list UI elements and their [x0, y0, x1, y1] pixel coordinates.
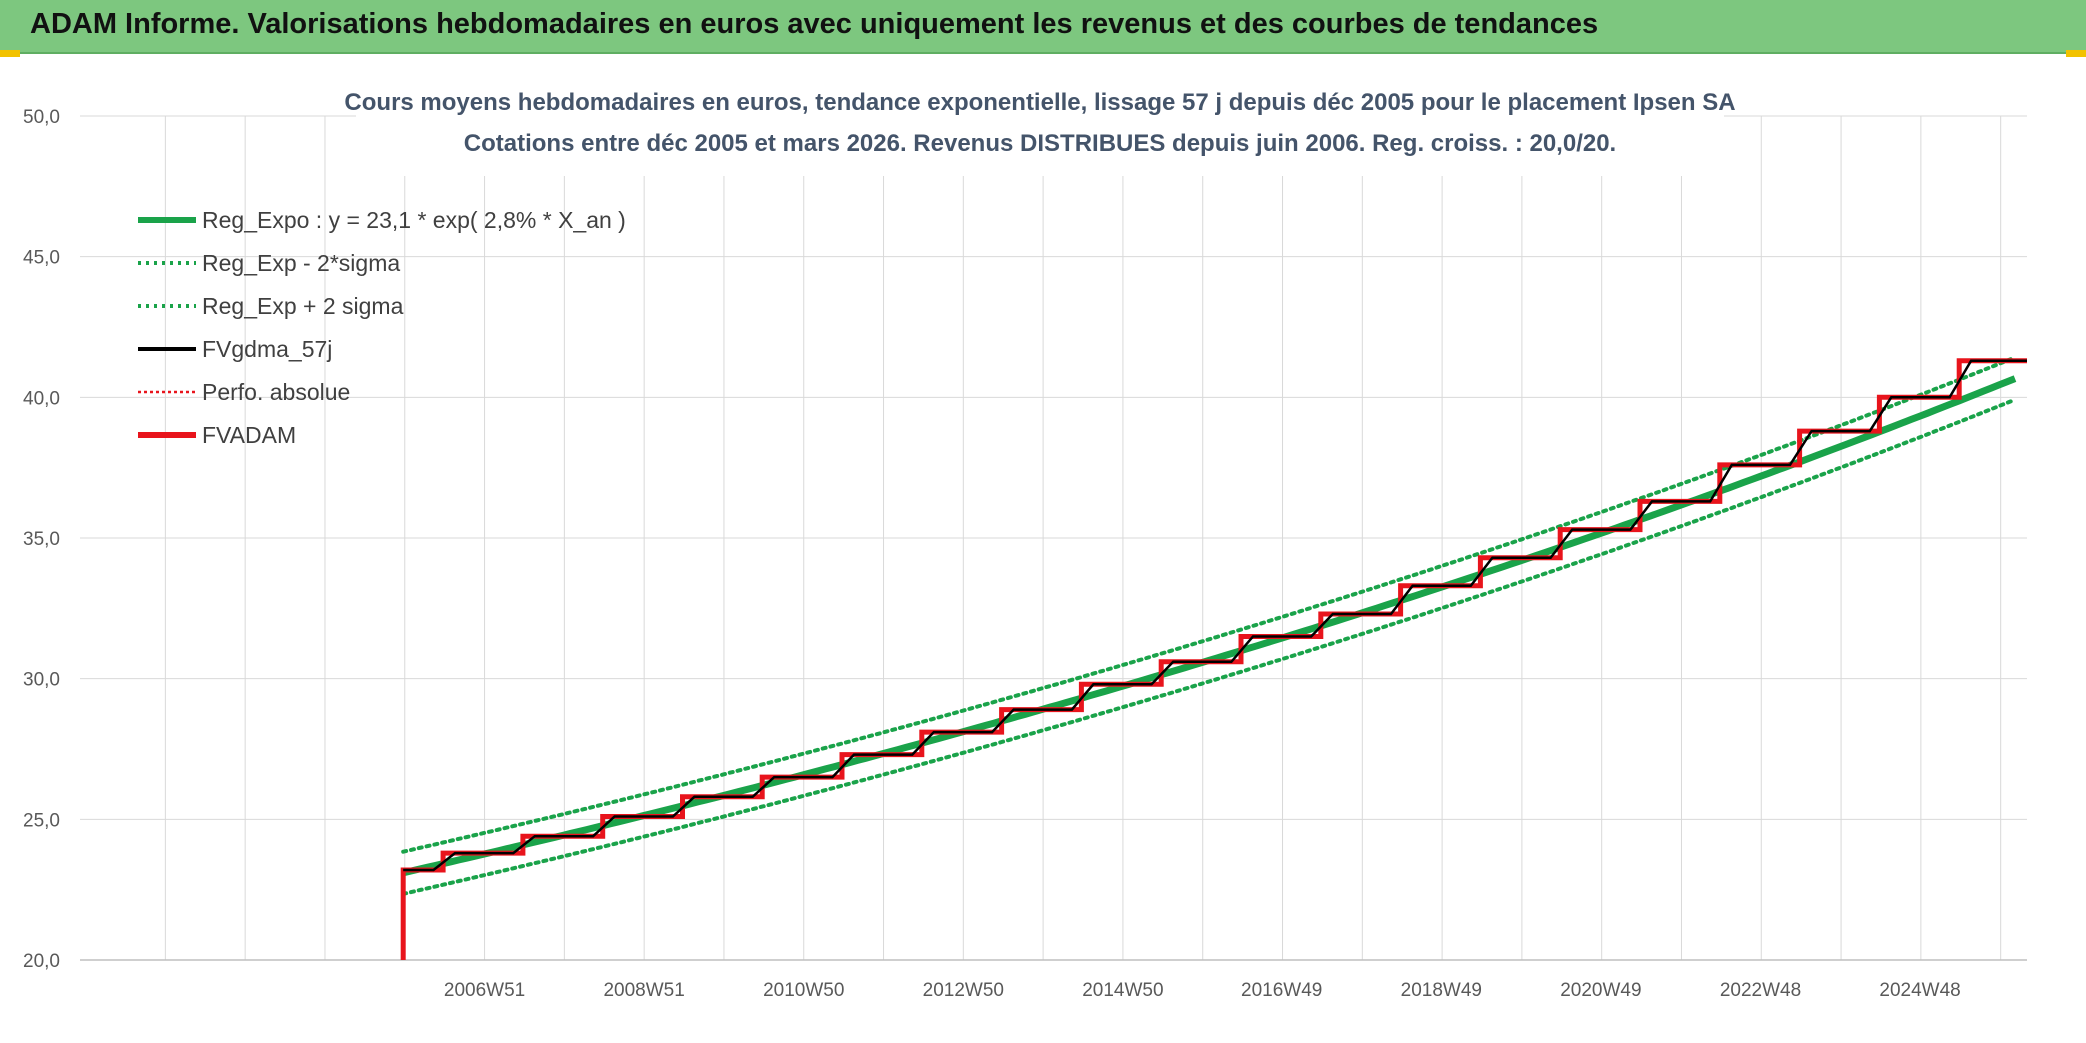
chart-subtitle: Cotations entre déc 2005 et mars 2026. R…: [464, 130, 1616, 157]
y-tick-label: 45,0: [23, 248, 60, 269]
corner-marker-left: [0, 50, 20, 57]
series-layer: [400, 355, 2027, 960]
x-tick-label: 2016W49: [1241, 980, 1322, 1001]
x-tick-label: 2020W49: [1560, 980, 1641, 1001]
legend: Reg_Expo : y = 23,1 * exp( 2,8% * X_an )…: [138, 207, 626, 448]
chart-title: Cours moyens hebdomadaires en euros, ten…: [344, 89, 1735, 116]
series-reg-exp-minus-2sigma: [401, 397, 2017, 896]
chart-svg: 20,0 25,0 30,0 35,0 40,0 45,0 50,0 2006W51 2008…: [23, 84, 2027, 1001]
corner-marker-right: [2066, 50, 2086, 57]
y-tick-label: 20,0: [23, 951, 60, 972]
x-tick-label: 2022W48: [1720, 980, 1801, 1001]
y-axis-ticks: 20,0 25,0 30,0 35,0 40,0 45,0 50,0: [23, 107, 60, 972]
chart-area: 20,0 25,0 30,0 35,0 40,0 45,0 50,0 2006W51 2008…: [0, 54, 2086, 1038]
y-tick-label: 35,0: [23, 529, 60, 550]
report-header: ADAM Informe. Valorisations hebdomadaire…: [0, 0, 2086, 54]
x-tick-label: 2012W50: [923, 980, 1004, 1001]
series-reg-expo: [402, 375, 2017, 877]
legend-label: Reg_Expo : y = 23,1 * exp( 2,8% * X_an ): [202, 207, 626, 233]
x-tick-label: 2024W48: [1879, 980, 1960, 1001]
legend-label: Reg_Exp + 2 sigma: [202, 293, 404, 319]
grid-lines: [80, 115, 2027, 961]
legend-label: Reg_Exp - 2*sigma: [202, 250, 400, 276]
x-axis-ticks: 2006W51 2008W51 2010W50 2012W50 2014W50 2016W…: [444, 980, 1961, 1001]
x-tick-label: 2018W49: [1401, 980, 1482, 1001]
x-tick-label: 2014W50: [1082, 980, 1163, 1001]
x-tick-label: 2010W50: [763, 980, 844, 1001]
y-tick-label: 30,0: [23, 670, 60, 691]
y-tick-label: 50,0: [23, 107, 60, 128]
legend-label: Perfo. absolue: [202, 379, 350, 405]
legend-label: FVADAM: [202, 422, 296, 448]
series-reg-exp-plus-2sigma: [401, 355, 2017, 854]
y-tick-label: 40,0: [23, 388, 60, 409]
title-box: [356, 84, 1724, 176]
x-tick-label: 2006W51: [444, 980, 525, 1001]
x-tick-label: 2008W51: [603, 980, 684, 1001]
y-tick-label: 25,0: [23, 810, 60, 831]
legend-label: FVgdma_57j: [202, 336, 332, 362]
series-fvadam: [400, 358, 2027, 960]
report-title: ADAM Informe. Valorisations hebdomadaire…: [30, 8, 1599, 40]
series-fvgdma-57j: [403, 359, 2027, 872]
